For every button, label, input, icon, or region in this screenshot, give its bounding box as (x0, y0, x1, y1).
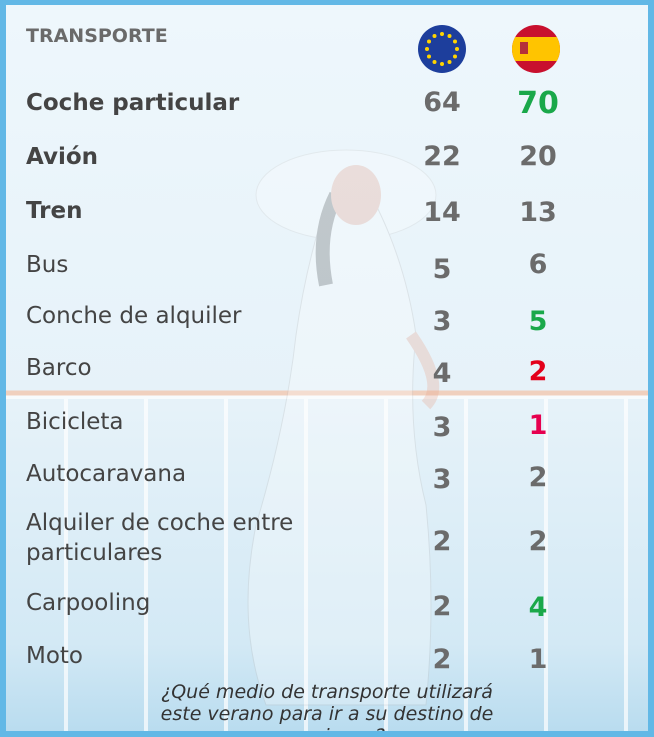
eu-value: 2 (402, 645, 482, 675)
spain-flag (506, 23, 566, 83)
row-label: Alquiler de coche entre particulares (26, 508, 326, 568)
row-label: Moto (26, 641, 346, 671)
es-value: 1 (498, 645, 578, 675)
es-value: 5 (498, 307, 578, 337)
eu-value: 3 (402, 465, 482, 495)
eu-value: 2 (402, 592, 482, 622)
row-label: Tren (26, 196, 346, 226)
eu-value: 4 (402, 359, 482, 389)
infographic: TRANSPORTE Coche particular 64 70 Avión … (0, 0, 654, 737)
row-label: Carpooling (26, 588, 346, 618)
row-label: Coche particular (26, 88, 346, 118)
eu-value: 22 (402, 142, 482, 172)
es-value: 4 (498, 593, 578, 623)
row-label: Barco (26, 353, 346, 383)
eu-value: 2 (402, 527, 482, 557)
es-value: 20 (498, 142, 578, 172)
eu-flag (418, 25, 466, 73)
caption-text: ¿Qué medio de transporte utilizará este … (142, 681, 512, 737)
row-label: Autocaravana (26, 459, 346, 489)
es-value: 13 (498, 198, 578, 228)
eu-value: 14 (402, 198, 482, 228)
es-value: 1 (498, 411, 578, 441)
column-header: TRANSPORTE (26, 25, 168, 47)
caption: ¿Qué medio de transporte utilizará este … (6, 681, 648, 737)
es-value: 6 (498, 250, 578, 280)
es-value: 2 (498, 357, 578, 387)
row-label: Conche de alquiler (26, 301, 346, 331)
eu-value: 3 (402, 307, 482, 337)
row-label: Bicicleta (26, 407, 346, 437)
eu-value: 64 (402, 88, 482, 118)
row-label: Avión (26, 142, 346, 172)
es-value: 2 (498, 463, 578, 493)
eu-value: 3 (402, 413, 482, 443)
row-label: Bus (26, 250, 346, 280)
es-value: 2 (498, 527, 578, 557)
es-value: 70 (498, 89, 578, 119)
eu-value: 5 (402, 255, 482, 285)
